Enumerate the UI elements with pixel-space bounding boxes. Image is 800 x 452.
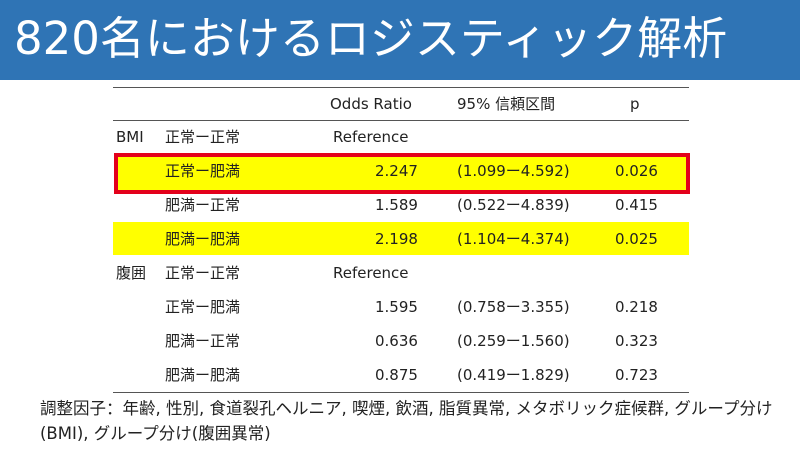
row-category: 正常ー肥満	[165, 298, 241, 316]
row-group-label: BMI	[116, 128, 144, 146]
odds-ratio-value: 0.636	[375, 332, 418, 350]
p-value: 0.218	[615, 298, 658, 316]
odds-ratio-value: Reference	[333, 128, 409, 146]
confidence-interval: (1.099ー4.592)	[457, 162, 570, 180]
confidence-interval: (1.104ー4.374)	[457, 230, 570, 248]
page-title: 820名におけるロジスティック解析	[14, 12, 728, 65]
row-highlight	[113, 222, 689, 255]
odds-ratio-value: 0.875	[375, 366, 418, 384]
p-value: 0.025	[615, 230, 658, 248]
adjustment-factors-note: 調整因子：年齢, 性別, 食道裂孔ヘルニア, 喫煙, 飲酒, 脂質異常, メタボ…	[40, 399, 773, 443]
row-category: 肥満ー正常	[165, 196, 241, 214]
confidence-interval: (0.758ー3.355)	[457, 298, 570, 316]
odds-ratio-value: 2.198	[375, 230, 418, 248]
odds-ratio-value: 1.589	[375, 196, 418, 214]
row-category: 肥満ー肥満	[165, 366, 241, 384]
column-header-p: p	[630, 95, 640, 113]
table-bottom-rule	[113, 392, 689, 393]
confidence-interval: (0.522ー4.839)	[457, 196, 570, 214]
confidence-interval: (0.419ー1.829)	[457, 366, 570, 384]
odds-ratio-value: 1.595	[375, 298, 418, 316]
table-header-rule	[113, 120, 689, 121]
title-banner: 820名におけるロジスティック解析	[0, 0, 800, 80]
row-category: 肥満ー肥満	[165, 230, 241, 248]
row-category: 正常ー正常	[165, 128, 241, 146]
column-header-ci: 95% 信頼区間	[457, 95, 556, 113]
p-value: 0.026	[615, 162, 658, 180]
highlight-box-significant	[114, 153, 690, 194]
confidence-interval: (0.259ー1.560)	[457, 332, 570, 350]
row-group-label: 腹囲	[116, 264, 147, 282]
odds-ratio-value: 2.247	[375, 162, 418, 180]
table-top-rule	[113, 87, 689, 88]
column-header-odds-ratio: Odds Ratio	[330, 95, 412, 113]
p-value: 0.415	[615, 196, 658, 214]
p-value: 0.323	[615, 332, 658, 350]
p-value: 0.723	[615, 366, 658, 384]
row-category: 正常ー正常	[165, 264, 241, 282]
row-category: 肥満ー正常	[165, 332, 241, 350]
row-category: 正常ー肥満	[165, 162, 241, 180]
odds-ratio-value: Reference	[333, 264, 409, 282]
